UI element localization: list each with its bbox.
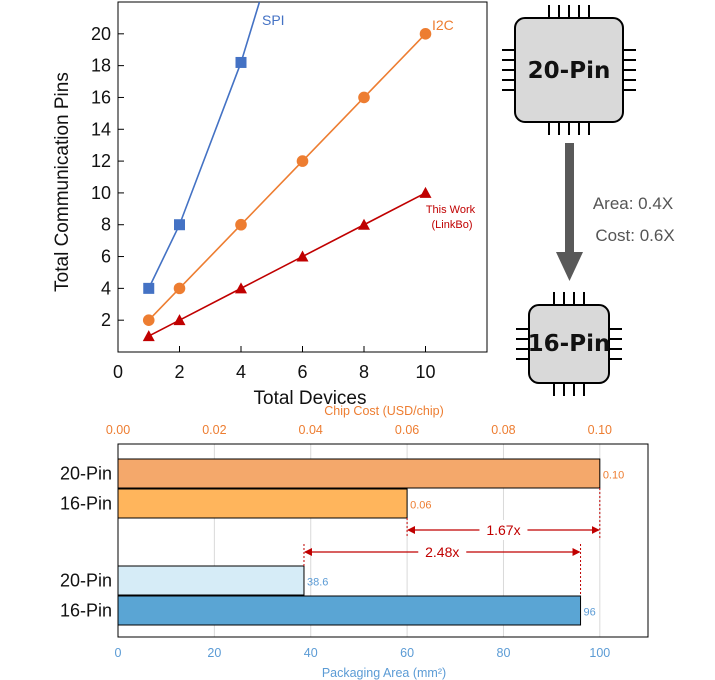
- series-label-linkbo-line1: This Work: [426, 204, 476, 216]
- y-tick-label: 20: [91, 24, 111, 44]
- series-label-i2c: I2C: [432, 17, 454, 33]
- x-tick-label: 4: [236, 362, 246, 382]
- x-tick-label: 2: [174, 362, 184, 382]
- x-axis-title: Total Devices: [254, 388, 367, 409]
- chip-16-pin-label: 16-Pin: [528, 331, 611, 357]
- bottom-tick-label: 60: [400, 646, 414, 660]
- annotation-label-bg: [418, 542, 467, 562]
- bar-value-label: 0.06: [410, 500, 431, 512]
- data-point-circle: [419, 28, 432, 40]
- annotation-label: 1.67x: [486, 522, 520, 538]
- bottom-axis-ticks: 0 20 40 60 80 100: [115, 646, 611, 660]
- cost-ratio-text: Cost: 0.6X: [595, 226, 674, 245]
- x-tick-label: 0: [113, 362, 123, 382]
- top-tick-label: 0.06: [395, 423, 419, 437]
- area-ratio-text: Area: 0.4X: [593, 194, 673, 213]
- y-tick-label: 18: [91, 56, 111, 76]
- y-axis-title: Total Communication Pins: [52, 72, 73, 292]
- bar: [117, 595, 582, 626]
- x-tick-label: 8: [359, 362, 369, 382]
- x-ticks: 0 2 4 6 8 10: [113, 346, 436, 382]
- bar-category-label: 16-Pin: [60, 601, 112, 621]
- bar-chart: 0.10 20-Pin 0.06 16-Pin 38.6 20-Pin 96 16-Pin 0…: [60, 404, 649, 680]
- bar: [117, 565, 305, 596]
- data-point-square: [143, 282, 155, 294]
- y-tick-label: 4: [101, 278, 111, 298]
- top-axis-ticks: 0.00 0.02 0.04 0.06 0.08 0.10: [106, 423, 612, 437]
- bar-chart-frame: [117, 443, 649, 638]
- chip-16-pin: [516, 292, 622, 396]
- data-point-triangle: [142, 330, 155, 342]
- bottom-tick-label: 40: [304, 646, 318, 660]
- top-axis-title: Chip Cost (USD/chip): [324, 404, 443, 418]
- y-tick-label: 12: [91, 151, 111, 171]
- down-arrow: [556, 143, 583, 281]
- line-chart-frame: [117, 1, 488, 353]
- chip-diagram: 20-Pin 16-Pin Area: 0.4X Cost: 0.6X: [502, 5, 675, 396]
- bottom-tick-label: 20: [207, 646, 221, 660]
- data-point-square: [174, 219, 185, 231]
- series-line-0: [148, 1, 261, 289]
- annotation-label-bg: [479, 520, 528, 540]
- data-point-circle: [358, 91, 370, 104]
- series-line-1: [148, 33, 427, 321]
- top-tick-label: 0.00: [106, 423, 130, 437]
- series-layer: [142, 1, 432, 342]
- y-tick-label: 14: [91, 119, 111, 139]
- y-tick-label: 6: [101, 247, 111, 267]
- top-tick-label: 0.10: [588, 423, 612, 437]
- bar-value-label: 96: [584, 607, 596, 619]
- data-point-circle: [142, 314, 155, 326]
- data-point-square: [235, 56, 247, 68]
- bar-category-label: 16-Pin: [60, 494, 112, 514]
- data-point-triangle: [173, 314, 186, 326]
- chip-20-pin: [502, 5, 636, 135]
- line-chart: 2 4 6 8 10 12 14 16 18 20 0 2 4 6 8 10 Total Devices T…: [52, 1, 488, 409]
- data-point-triangle: [419, 186, 432, 198]
- annotation-label: 2.48x: [425, 544, 459, 560]
- bar-category-label: 20-Pin: [60, 464, 112, 484]
- x-tick-label: 10: [415, 362, 435, 382]
- data-point-triangle: [296, 250, 309, 262]
- series-line-2: [148, 192, 426, 337]
- bar: [117, 458, 601, 489]
- y-ticks: 2 4 6 8 10 12 14 16 18 20: [91, 24, 124, 330]
- annotation-layer: 1.67x 2.48x: [303, 488, 601, 596]
- bar-category-label: 20-Pin: [60, 571, 112, 591]
- chip-body: [514, 17, 624, 123]
- top-tick-label: 0.08: [491, 423, 515, 437]
- bar-value-label: 0.10: [603, 470, 624, 482]
- y-tick-label: 2: [101, 310, 111, 330]
- series-label-linkbo: This Work (LinkBo): [426, 204, 478, 231]
- bar-layer: 0.10 20-Pin 0.06 16-Pin 38.6 20-Pin 96 16-Pin: [60, 458, 624, 626]
- y-tick-label: 16: [91, 87, 111, 107]
- bar-value-label: 38.6: [307, 577, 328, 589]
- y-tick-label: 8: [101, 215, 111, 235]
- top-tick-label: 0.04: [299, 423, 323, 437]
- bottom-tick-label: 100: [589, 646, 610, 660]
- series-label-linkbo-line2: (LinkBo): [432, 219, 473, 231]
- chip-body: [528, 304, 610, 384]
- chip-20-pin-label: 20-Pin: [528, 58, 611, 84]
- x-tick-label: 6: [297, 362, 307, 382]
- data-point-circle: [296, 155, 309, 167]
- y-tick-label: 10: [91, 183, 111, 203]
- series-label-spi: SPI: [262, 12, 285, 28]
- top-tick-label: 0.02: [202, 423, 226, 437]
- bottom-axis-title: Packaging Area (mm²): [322, 666, 446, 680]
- data-point-triangle: [358, 218, 370, 230]
- bottom-tick-label: 0: [115, 646, 122, 660]
- bottom-tick-label: 80: [497, 646, 511, 660]
- data-point-triangle: [235, 282, 247, 294]
- data-point-circle: [235, 218, 247, 231]
- data-point-circle: [173, 282, 186, 295]
- bar: [117, 488, 408, 519]
